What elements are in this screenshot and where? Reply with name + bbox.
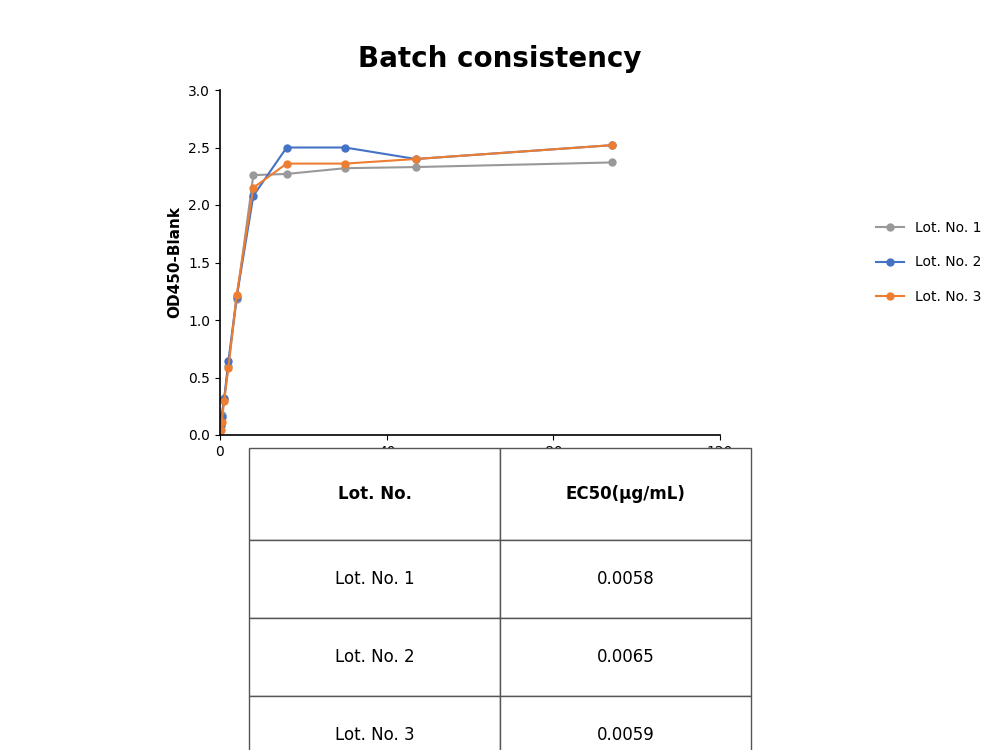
Lot. No. 2	[231, 292, 243, 302]
Lot. No. 1	[222, 362, 234, 370]
Lot. No. 3	[231, 290, 243, 299]
Lot. No. 2	[606, 141, 618, 150]
Lot. No. 1	[281, 170, 293, 178]
Lot. No. 3	[339, 159, 351, 168]
Lot. No. 1	[216, 411, 228, 420]
Lot. No. 3	[606, 141, 618, 150]
Lot. No. 3	[281, 159, 293, 168]
Lot. No. 1	[339, 164, 351, 172]
Lot. No. 2	[216, 412, 228, 421]
Lot. No. 3	[222, 364, 234, 373]
Lot. No. 1	[215, 422, 227, 430]
Lot. No. 2	[281, 143, 293, 152]
Text: Batch consistency: Batch consistency	[358, 45, 642, 73]
X-axis label: Sample Conc.(ng/ml): Sample Conc.(ng/ml)	[381, 464, 559, 479]
Lot. No. 2	[222, 357, 234, 366]
Line: Lot. No. 1: Lot. No. 1	[217, 159, 615, 429]
Lot. No. 1	[606, 158, 618, 167]
Line: Lot. No. 2: Lot. No. 2	[217, 142, 615, 427]
Lot. No. 3	[216, 418, 228, 427]
Lot. No. 3	[218, 396, 230, 405]
Legend: Lot. No. 1, Lot. No. 2, Lot. No. 3: Lot. No. 1, Lot. No. 2, Lot. No. 3	[869, 214, 988, 311]
Lot. No. 3	[215, 426, 227, 435]
Y-axis label: OD450-Blank: OD450-Blank	[168, 206, 183, 319]
Lot. No. 2	[339, 143, 351, 152]
Lot. No. 2	[247, 191, 259, 200]
Line: Lot. No. 3: Lot. No. 3	[217, 142, 615, 433]
Lot. No. 1	[410, 163, 422, 172]
Lot. No. 2	[218, 394, 230, 404]
Lot. No. 3	[410, 154, 422, 164]
Lot. No. 3	[247, 183, 259, 192]
Lot. No. 1	[231, 295, 243, 304]
Lot. No. 2	[215, 419, 227, 428]
Lot. No. 2	[410, 154, 422, 164]
Lot. No. 1	[247, 170, 259, 179]
Lot. No. 1	[218, 394, 230, 403]
